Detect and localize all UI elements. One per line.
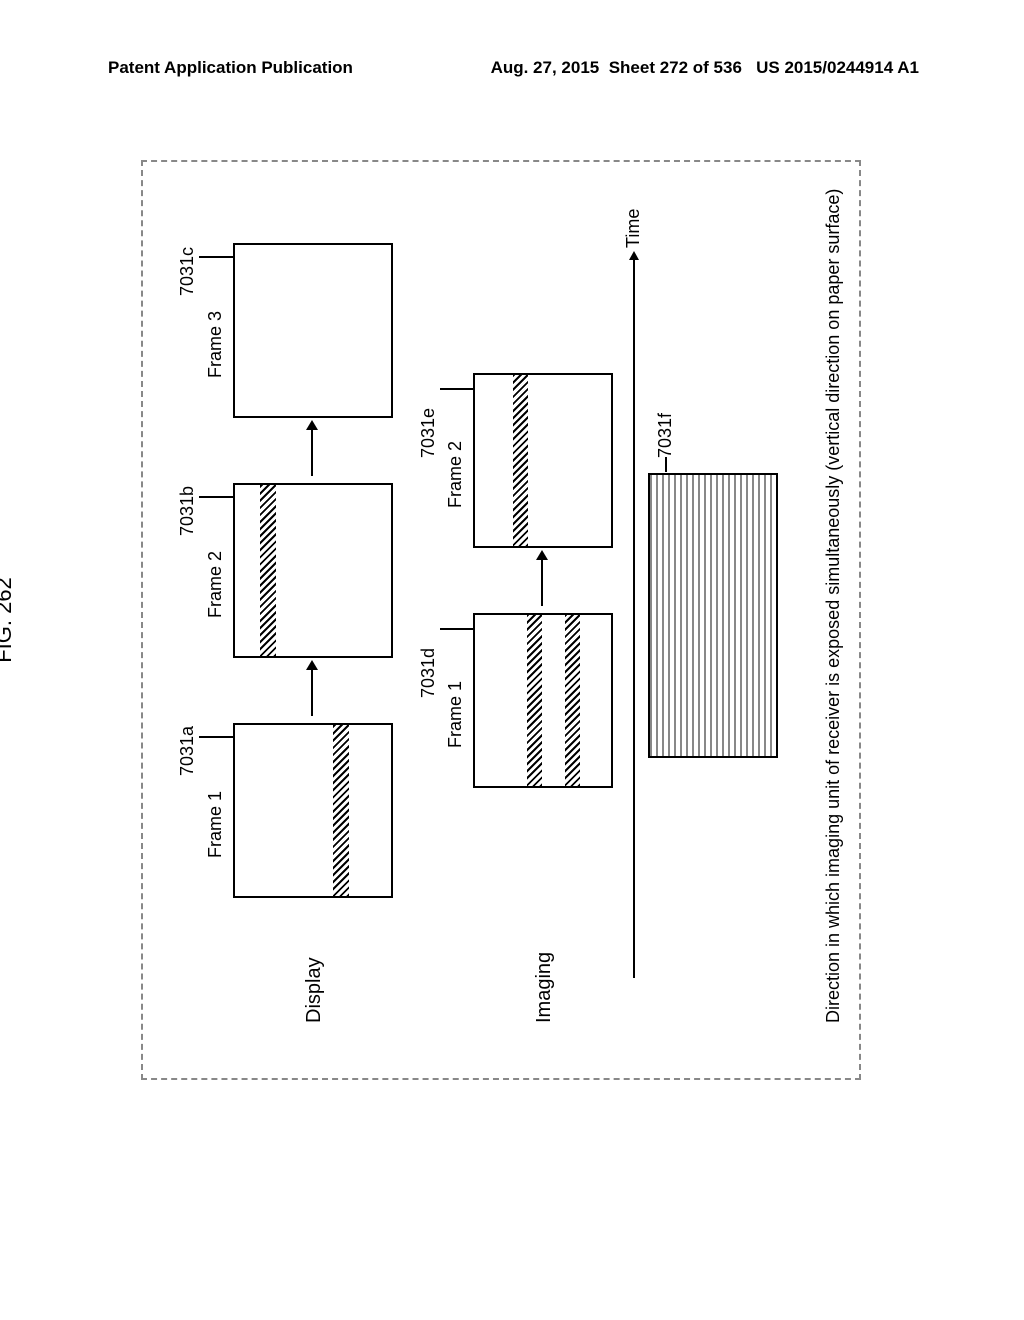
- lead-e: [440, 389, 473, 391]
- imaging-frame2-label: Frame 2: [445, 441, 466, 508]
- figure-container: FIG. 262 Display Imaging Frame 1 7031a F…: [41, 255, 961, 985]
- lead-b: [199, 497, 233, 499]
- figure-caption: Direction in which imaging unit of recei…: [823, 189, 844, 1023]
- time-axis-arrow: [633, 258, 635, 978]
- imaging-frame1-box: [473, 613, 613, 788]
- time-label: Time: [623, 209, 644, 248]
- imaging-frame2-band: [513, 375, 528, 546]
- lead-d: [440, 629, 473, 631]
- arrow-d1-d2: [311, 668, 313, 716]
- lead-f: [665, 457, 667, 472]
- striped-block: [648, 473, 778, 758]
- imaging-frame1-label: Frame 1: [445, 681, 466, 748]
- display-frame2-label: Frame 2: [205, 551, 226, 618]
- ref-7031c: 7031c: [177, 247, 198, 296]
- header-left: Patent Application Publication: [108, 58, 353, 78]
- display-row-label: Display: [303, 957, 326, 1023]
- imaging-frame2-box: [473, 373, 613, 548]
- ref-7031d: 7031d: [418, 648, 439, 698]
- display-frame2-band: [260, 485, 276, 656]
- imaging-row-label: Imaging: [533, 952, 556, 1023]
- ref-7031b: 7031b: [177, 486, 198, 536]
- lead-a: [199, 737, 233, 739]
- display-frame1-band: [333, 725, 349, 896]
- header-right: Aug. 27, 2015 Sheet 272 of 536 US 2015/0…: [491, 58, 919, 78]
- display-frame2-box: [233, 483, 393, 658]
- display-frame1-box: [233, 723, 393, 898]
- arrow-i1-i2: [541, 558, 543, 606]
- lead-c: [199, 257, 233, 259]
- imaging-frame1-band2: [565, 615, 580, 786]
- figure-title: FIG. 262: [0, 577, 17, 663]
- figure-boundary: Display Imaging Frame 1 7031a Frame 2 70…: [141, 160, 861, 1080]
- imaging-frame1-band1: [527, 615, 542, 786]
- display-frame3-box: [233, 243, 393, 418]
- arrow-d2-d3: [311, 428, 313, 476]
- ref-7031a: 7031a: [177, 726, 198, 776]
- ref-7031f: 7031f: [655, 413, 676, 458]
- display-frame1-label: Frame 1: [205, 791, 226, 858]
- page-header: Patent Application Publication Aug. 27, …: [108, 58, 919, 78]
- display-frame3-label: Frame 3: [205, 311, 226, 378]
- ref-7031e: 7031e: [418, 408, 439, 458]
